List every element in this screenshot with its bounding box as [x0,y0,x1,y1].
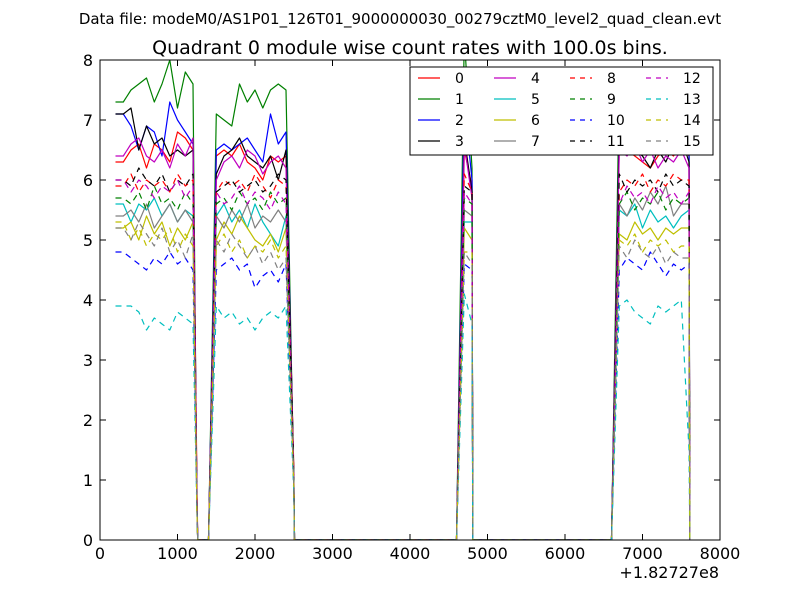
x-offset-label: +1.82727e8 [619,563,719,582]
legend-label-8: 8 [607,71,616,87]
series-line-4 [115,137,691,540]
y-tick-label: 5 [83,231,93,250]
legend-label-4: 4 [531,71,540,87]
x-tick-label: 3000 [312,544,353,563]
y-tick-label: 7 [83,111,93,130]
x-tick-label: 7000 [622,544,663,563]
legend-label-15: 15 [683,134,701,150]
series-line-5 [115,197,691,540]
series-line-11 [115,167,691,540]
legend-label-0: 0 [455,71,464,87]
series-line-6 [115,215,691,540]
x-tick-label: 0 [95,544,105,563]
series-line-2 [115,89,691,540]
legend-label-9: 9 [607,92,616,108]
series-layer [115,60,691,540]
chart-suptitle: Data file: modeM0/AS1P01_126T01_90000000… [79,10,721,29]
series-line-14 [115,221,691,540]
y-tick-label: 4 [83,291,93,310]
legend-box [409,66,714,156]
legend-label-1: 1 [455,92,464,108]
legend-label-12: 12 [683,71,701,87]
chart-title: Quadrant 0 module wise count rates with … [152,37,668,59]
y-tick-label: 3 [83,351,93,370]
y-tick-label: 6 [83,171,93,190]
legend-label-5: 5 [531,92,540,108]
series-line-10 [115,251,691,540]
y-tick-label: 0 [83,531,93,550]
x-tick-label: 5000 [467,544,508,563]
series-line-3 [115,107,691,540]
y-tick-label: 1 [83,471,93,490]
series-line-0 [115,131,691,540]
legend-label-13: 13 [683,92,701,108]
legend-label-10: 10 [607,113,625,129]
x-tick-label: 6000 [545,544,586,563]
legend-label-11: 11 [607,134,625,150]
x-tick-label: 8000 [700,544,741,563]
legend-label-7: 7 [531,134,540,150]
legend-label-3: 3 [455,134,464,150]
legend-label-6: 6 [531,113,540,129]
x-tick-label: 4000 [390,544,431,563]
series-line-9 [115,185,691,540]
series-line-15 [115,221,691,540]
x-tick-label: 1000 [157,544,198,563]
series-line-7 [115,185,691,540]
axis-ticks: 0 1000 2000 3000 4000 5000 6000 7000 80000123456… [83,51,741,563]
series-line-8 [115,173,691,540]
series-line-12 [115,179,691,540]
y-tick-label: 2 [83,411,93,430]
series-line-13 [115,293,691,540]
legend-label-2: 2 [455,113,464,129]
y-tick-label: 8 [83,51,93,70]
x-tick-label: 2000 [235,544,276,563]
legend-label-14: 14 [683,113,701,129]
